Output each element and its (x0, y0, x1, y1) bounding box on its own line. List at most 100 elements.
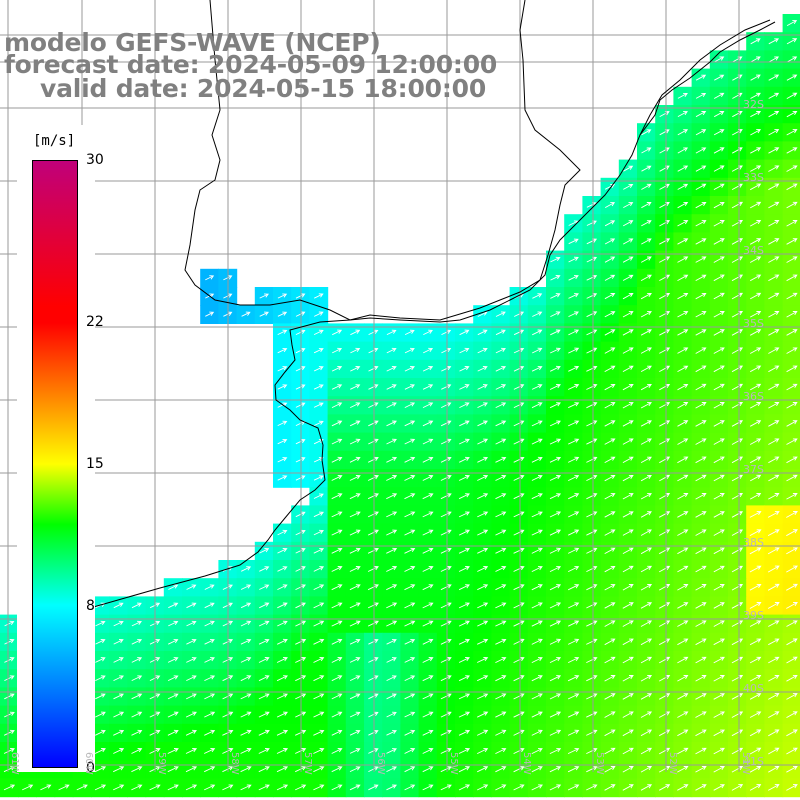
wind-arrow (404, 675, 416, 682)
wind-arrow (131, 602, 142, 609)
wind-arrow (731, 201, 744, 209)
wind-arrow (423, 329, 433, 336)
wind-arrow (349, 511, 361, 518)
wind-arrow (386, 784, 397, 791)
wind-arrow (640, 274, 652, 281)
wind-arrow (586, 693, 598, 700)
wind-arrow (786, 329, 798, 336)
wind-arrow (695, 456, 707, 464)
wind-arrow (658, 529, 671, 536)
wind-arrow (586, 675, 598, 682)
wind-arrow (586, 311, 598, 318)
wind-arrow (204, 620, 215, 627)
wind-arrow (695, 584, 707, 591)
wind-arrow (404, 402, 416, 409)
wind-arrow (658, 620, 671, 627)
wind-arrow (768, 274, 780, 282)
wind-arrow (677, 383, 689, 391)
wind-arrow (477, 784, 489, 791)
wind-arrow (713, 638, 725, 646)
wind-arrow (513, 784, 525, 791)
wind-arrow (531, 675, 543, 682)
wind-arrow (659, 365, 671, 372)
wind-arrow (731, 565, 744, 573)
wind-arrow (604, 220, 616, 227)
wind-arrow (386, 493, 398, 500)
wind-arrow (168, 638, 179, 645)
wind-arrow (240, 602, 252, 609)
latitude-label: 33S (743, 171, 764, 184)
wind-arrow (622, 493, 634, 500)
wind-arrow (113, 620, 124, 627)
wind-arrow (549, 602, 562, 609)
wind-arrow (549, 384, 561, 390)
wind-arrow (186, 675, 197, 682)
wind-arrow (404, 329, 415, 336)
wind-arrow (786, 20, 798, 26)
wind-arrow (295, 729, 307, 736)
wind-arrow (131, 620, 142, 627)
wind-arrow (750, 147, 762, 154)
wind-arrow (750, 129, 762, 136)
wind-arrow (513, 584, 525, 591)
wind-arrow (513, 547, 525, 554)
wind-arrow (532, 293, 543, 299)
wind-arrow (767, 547, 780, 555)
wind-arrow (640, 711, 653, 718)
wind-arrow (276, 729, 289, 736)
wind-arrow (749, 456, 762, 464)
wind-arrow (240, 711, 252, 718)
wind-arrow (422, 657, 434, 663)
wind-arrow (586, 711, 598, 718)
wind-arrow (531, 365, 543, 372)
wind-arrow (95, 675, 106, 682)
colorbar-tick-label: 22 (86, 314, 104, 331)
wind-arrow (640, 766, 653, 773)
wind-arrow (404, 657, 416, 663)
wind-arrow (331, 456, 343, 463)
wind-arrow (313, 729, 325, 736)
wind-arrow (749, 201, 762, 209)
wind-arrow (277, 457, 288, 463)
wind-arrow (658, 784, 671, 791)
wind-arrow (349, 547, 361, 554)
wind-arrow (768, 383, 780, 391)
wind-arrow (677, 729, 689, 737)
wind-arrow (331, 438, 343, 445)
wind-arrow (295, 529, 306, 536)
wind-arrow (458, 547, 470, 554)
wind-arrow (477, 657, 489, 663)
wind-arrow (658, 565, 671, 573)
wind-arrow (695, 365, 707, 373)
wind-arrow (167, 693, 179, 700)
wind-arrow (568, 565, 580, 573)
wind-arrow (313, 511, 324, 518)
wind-arrow (640, 438, 652, 445)
wind-arrow (350, 384, 361, 390)
wind-arrow (404, 420, 416, 427)
wind-arrow (367, 547, 379, 554)
wind-arrow (386, 566, 398, 572)
wind-arrow (586, 365, 598, 372)
wind-arrow (695, 311, 707, 318)
wind-arrow (531, 511, 543, 518)
wind-arrow (695, 74, 707, 81)
wind-arrow (440, 529, 452, 536)
wind-arrow (622, 766, 634, 773)
wind-arrow (786, 620, 798, 627)
wind-arrow (623, 183, 634, 190)
wind-arrow (677, 129, 689, 136)
wind-arrow (295, 766, 307, 773)
wind-arrow (568, 420, 580, 427)
wind-arrow (167, 657, 179, 663)
wind-arrow (332, 329, 343, 336)
wind-arrow (404, 729, 416, 736)
wind-arrow (350, 402, 361, 409)
wind-arrow (604, 511, 616, 518)
wind-arrow (641, 129, 652, 136)
wind-arrow (495, 584, 507, 591)
wind-arrow (495, 602, 507, 609)
wind-arrow (386, 602, 398, 609)
wind-arrow (786, 92, 798, 99)
wind-arrow (604, 274, 616, 281)
